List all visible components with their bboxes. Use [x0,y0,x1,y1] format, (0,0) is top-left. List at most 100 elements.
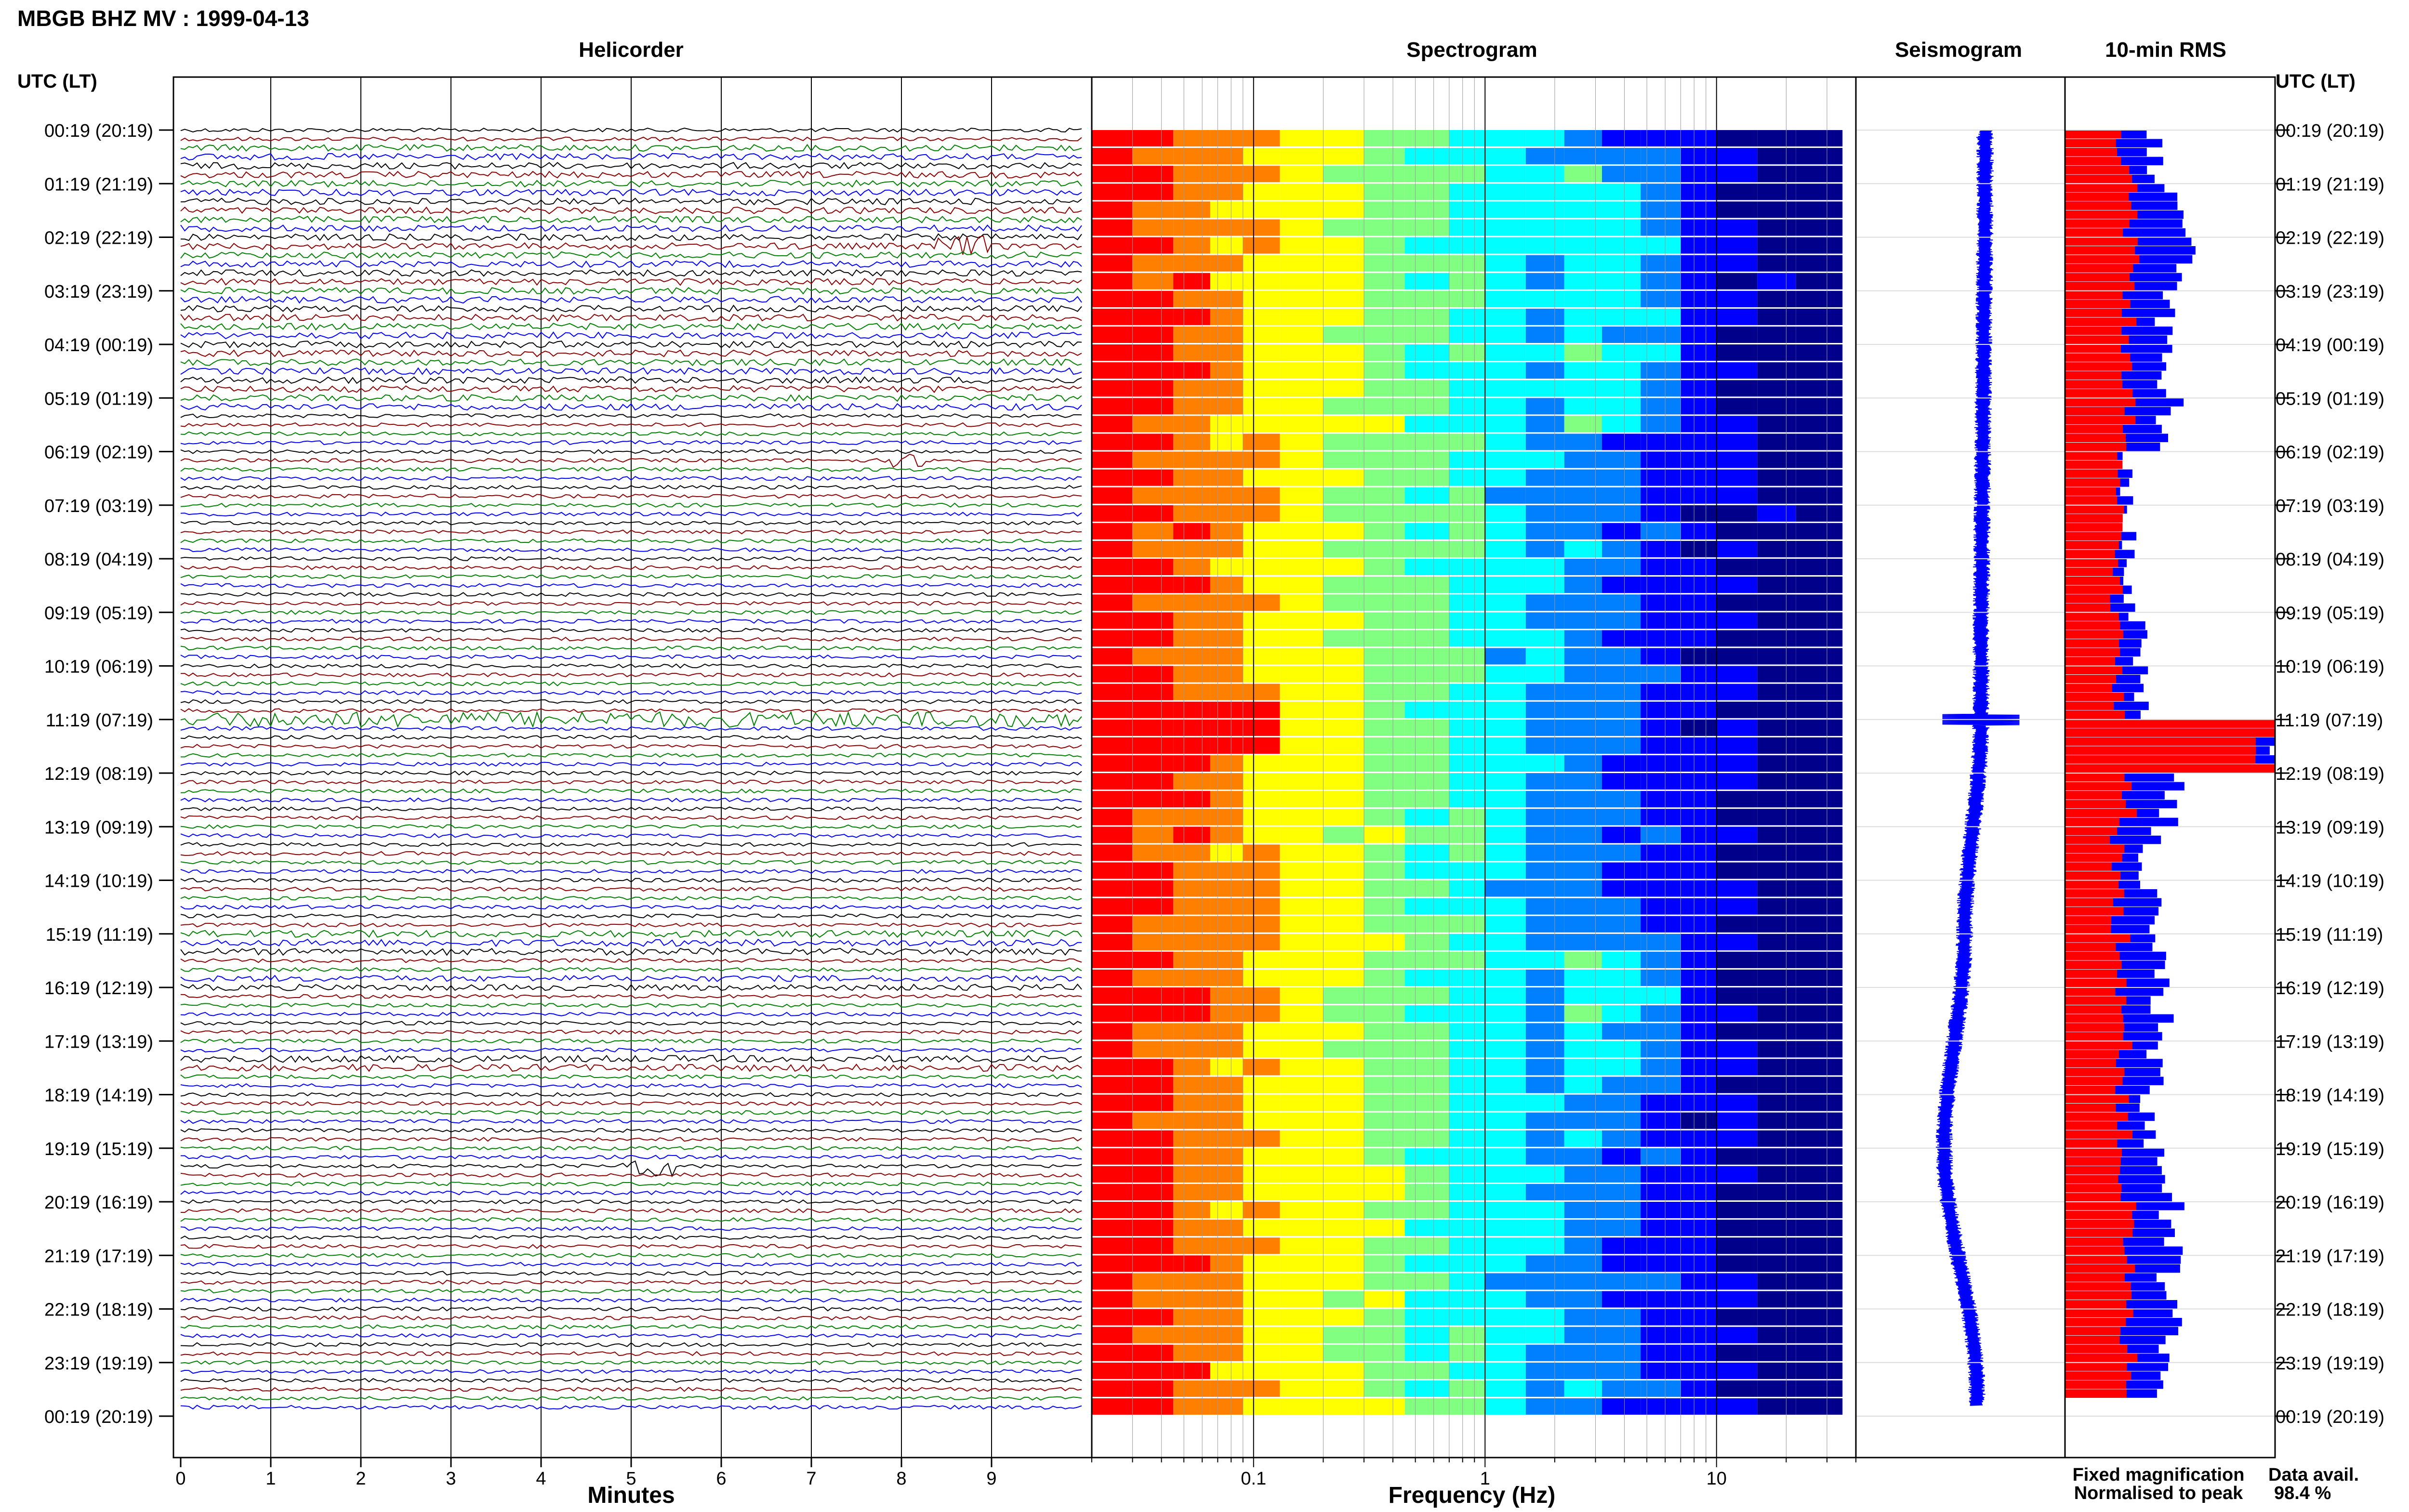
spectrogram-cell [1243,523,1280,539]
rms-bar-normalised [2065,1273,2125,1282]
helicorder-trace [180,1110,1082,1115]
helicorder-trace [180,958,1082,963]
spectrogram-cell [1210,237,1243,254]
spectrogram-cell [1132,1130,1174,1147]
spectrogram-cell [1280,434,1324,450]
rms-bar-normalised [2065,469,2118,478]
spectrogram-cell [1564,559,1602,576]
spectrogram-cell [1243,1380,1280,1397]
helicorder-trace [180,788,1082,794]
helicorder-trace [180,394,1082,402]
spectrogram-cell [1092,1202,1133,1219]
helicorder-trace [180,922,1082,928]
spectrogram-cell [1404,1005,1449,1022]
spectrogram-cell [1280,1041,1324,1058]
rms-bar-normalised [2065,157,2121,166]
spectrogram-cell [1210,1077,1243,1093]
spectrogram-cell [1243,1291,1280,1308]
spectrogram-cell [1757,148,1796,165]
spectrogram-cell [1280,612,1324,629]
spectrogram-cell [1716,1183,1758,1200]
spectrogram-cell [1280,344,1324,361]
rms-bar-normalised [2065,1183,2122,1193]
spectrogram-cell [1564,666,1602,683]
spectrogram-cell [1092,898,1133,915]
spectrogram-cell [1681,237,1717,254]
spectrogram-cell [1485,469,1526,486]
spectrogram-cell [1449,1166,1485,1183]
spectrogram-cell [1716,362,1758,379]
spectrogram-cell [1404,1148,1449,1165]
rms-bar-normalised [2065,1246,2125,1255]
time-label-left: 14:19 (10:19) [44,871,153,892]
spectrogram-cell [1404,809,1449,826]
spectrogram-cell [1173,1005,1210,1022]
spectrogram-cell [1173,1166,1210,1183]
rms-bar-normalised [2065,916,2111,925]
spectrogram-cell [1323,1005,1364,1022]
helicorder-trace [180,413,1082,419]
spectrogram-cell [1173,237,1210,254]
spectrogram-cell [1132,1059,1174,1076]
spectrogram-cell [1092,630,1133,647]
spectrogram-cell [1323,344,1364,361]
spectrogram-cell [1716,1344,1758,1361]
spectrogram-cell [1485,737,1526,754]
spectrogram-cell [1485,1077,1526,1093]
spectrogram-cell [1796,809,1843,826]
spectrogram-cell [1564,469,1602,486]
spectrogram-cell [1485,380,1526,397]
spectrogram-cell [1681,827,1717,843]
spectrogram-cell [1796,880,1843,897]
spectrogram-cell [1280,951,1324,968]
spectrogram-cell [1173,398,1210,415]
helicorder-trace [180,574,1082,579]
spectrogram-cell [1280,1023,1324,1040]
spectrogram-cell [1757,1273,1796,1290]
time-label-right: 16:19 (12:19) [2276,978,2384,999]
spectrogram-cell [1243,219,1280,236]
spectrogram-cell [1404,1398,1449,1415]
spectrogram-cell [1602,827,1641,843]
minute-tick-label: 0 [175,1469,185,1489]
spectrogram-cell [1681,290,1717,307]
spectrogram-cell [1681,1005,1717,1022]
spectrogram-cell [1525,184,1564,200]
spectrogram-cell [1132,1362,1174,1379]
spectrogram-cell [1641,290,1681,307]
spectrogram-cell [1681,362,1717,379]
spectrogram-cell [1210,326,1243,343]
spectrogram-cell [1280,201,1324,218]
spectrogram-cell [1132,487,1174,504]
time-label-right: 13:19 (09:19) [2276,817,2384,838]
spectrogram-cell [1449,130,1485,147]
spectrogram-cell [1364,219,1405,236]
spectrogram-cell [1092,487,1133,504]
spectrogram-cell [1681,1273,1717,1290]
spectrogram-cell [1449,1380,1485,1397]
spectrogram-cell [1681,898,1717,915]
helicorder-trace [180,1360,1082,1365]
rms-bar-normalised [2065,594,2110,603]
rms-bar-normalised [2065,505,2124,514]
spectrogram-cell [1280,523,1324,539]
legend-normalised: Normalised to peak [2074,1483,2243,1503]
spectrogram-cell [1796,380,1843,397]
helicorder-trace [180,1029,1082,1035]
spectrogram-cell [1564,684,1602,700]
spectrogram-cell [1173,380,1210,397]
spectrogram-cell [1525,1273,1564,1290]
spectrogram-cell [1564,451,1602,468]
time-label-left: 00:19 (20:19) [44,121,153,141]
spectrogram-cell [1564,773,1602,790]
helicorder-trace [180,663,1082,669]
rms-bar-normalised [2065,166,2130,174]
spectrogram-cell [1564,148,1602,165]
rms-bar-normalised [2065,567,2113,576]
spectrogram-cell [1243,184,1280,200]
spectrogram-cell [1525,791,1564,808]
spectrogram-cell [1681,1041,1717,1058]
spectrogram-cell [1485,648,1526,665]
spectrogram-cell [1796,166,1843,183]
spectrogram-cell [1716,273,1758,289]
